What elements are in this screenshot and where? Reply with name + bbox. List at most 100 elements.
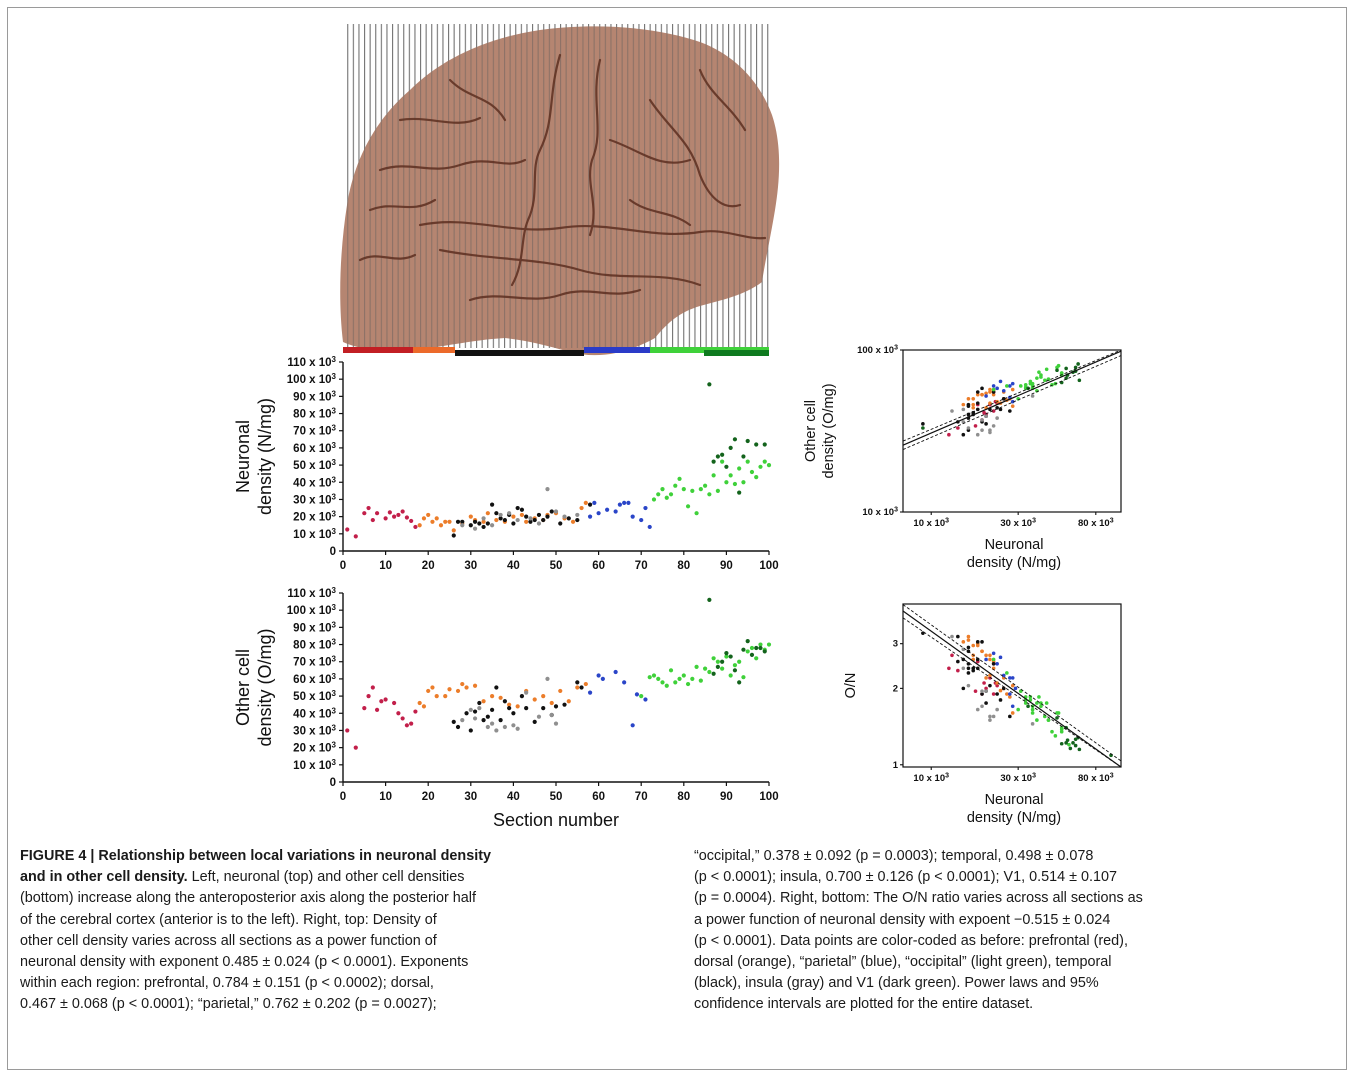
figure-graphics: 0 10 x 103 20 x 103 30 x 103 40 x 103 50 x 10… — [233, 24, 1122, 830]
data-point-dorsal — [988, 657, 992, 662]
data-point-v1 — [1055, 368, 1059, 373]
data-point-temporal — [494, 685, 499, 690]
y-tick-label: 10 x 103 — [293, 527, 336, 541]
data-point-occipital — [703, 666, 708, 671]
data-point-occipital — [732, 481, 738, 487]
data-point-occipital — [728, 673, 733, 678]
y-axis-label: density (N/mg) — [255, 398, 275, 515]
data-point-parietal — [634, 692, 640, 697]
data-point-insula — [988, 430, 992, 435]
x-tick-label: 50 — [550, 560, 563, 572]
data-point-dorsal — [1010, 387, 1015, 392]
data-point-parietal — [1008, 692, 1012, 696]
data-point-occipital — [754, 475, 759, 480]
data-point-v1 — [720, 452, 725, 457]
data-point-temporal — [975, 401, 980, 405]
data-point-temporal — [541, 517, 546, 523]
data-point-dorsal — [575, 685, 580, 690]
data-point-v1 — [707, 382, 712, 387]
data-point-occipital — [703, 483, 708, 488]
data-point-prefrontal — [982, 681, 986, 685]
data-point-occipital — [711, 656, 716, 661]
data-point-occipital — [668, 668, 674, 673]
data-point-dorsal — [961, 402, 966, 407]
data-point-occipital — [677, 676, 682, 682]
data-point-insula — [549, 712, 554, 718]
caption-text: (bottom) increase along the anteroposter… — [20, 890, 476, 907]
data-point-v1 — [1073, 743, 1078, 748]
data-point-occipital — [724, 480, 729, 485]
plot-frame — [902, 603, 1122, 768]
region-bar-dorsal — [413, 347, 455, 353]
data-point-temporal — [1008, 409, 1012, 413]
data-point-dorsal — [519, 512, 525, 518]
data-point-dorsal — [1010, 404, 1015, 408]
y-tick-label: 100 x 103 — [857, 345, 898, 357]
data-point-insula — [553, 721, 559, 726]
data-point-occipital — [656, 492, 661, 497]
data-point-dorsal — [570, 519, 576, 524]
data-point-insula — [502, 724, 507, 730]
data-point-occipital — [1050, 729, 1054, 734]
data-point-parietal — [643, 697, 648, 702]
data-point-temporal — [988, 683, 992, 688]
data-point-insula — [980, 418, 984, 422]
data-point-insula — [966, 426, 971, 430]
data-point-occipital — [664, 683, 669, 688]
data-point-temporal — [498, 718, 503, 723]
y-tick-label: 40 x 103 — [293, 475, 336, 489]
y-tick-label: 80 x 103 — [293, 638, 336, 652]
data-point-parietal — [639, 517, 644, 523]
caption-line: confidence intervals are plotted for the… — [694, 996, 1034, 1013]
x-tick-label: 90 — [720, 791, 733, 803]
data-point-insula — [950, 634, 954, 639]
data-point-occipital — [647, 675, 652, 680]
caption-text: other cell density varies across all sec… — [20, 932, 437, 949]
data-point-temporal — [494, 511, 499, 516]
data-point-insula — [490, 523, 495, 528]
x-tick-label: 80 — [677, 791, 690, 803]
caption-right-column: “occipital,” 0.378 ± 0.092 (p = 0.0003);… — [694, 846, 1324, 1016]
data-point-dorsal — [490, 693, 495, 699]
data-point-occipital — [1037, 695, 1041, 699]
x-tick-label: 0 — [340, 560, 346, 572]
caption-line: and in other cell density. Left, neurona… — [20, 867, 650, 888]
data-point-occipital — [1039, 704, 1043, 709]
data-point-occipital — [1030, 707, 1035, 712]
data-point-dorsal — [421, 704, 427, 709]
data-point-insula — [511, 723, 516, 728]
region-bar-temporal — [455, 350, 584, 356]
data-point-temporal — [980, 692, 984, 696]
data-point-parietal — [1008, 676, 1012, 680]
data-point-dorsal — [485, 511, 490, 516]
x-axis-label: Section number — [493, 810, 619, 830]
data-point-insula — [460, 523, 465, 528]
data-point-prefrontal — [362, 706, 367, 711]
data-point-dorsal — [998, 688, 1003, 693]
data-point-insula — [477, 706, 482, 711]
data-point-dorsal — [451, 528, 456, 533]
data-point-parietal — [995, 386, 999, 391]
data-point-dorsal — [430, 519, 435, 524]
data-point-dorsal — [975, 392, 980, 397]
data-point-occipital — [737, 659, 742, 664]
data-point-temporal — [971, 666, 976, 671]
data-point-temporal — [498, 516, 503, 521]
data-point-dorsal — [558, 688, 563, 694]
data-point-occipital — [1030, 711, 1035, 715]
y-tick-label: 100 x 103 — [287, 603, 337, 617]
caption-line: (p < 0.0001). Data points are color-code… — [694, 932, 1128, 949]
data-point-insula — [498, 512, 503, 518]
data-point-occipital — [1046, 377, 1051, 382]
data-point-v1 — [754, 645, 759, 651]
caption-line: (bottom) increase along the anteroposter… — [20, 888, 650, 909]
y-tick-label: 90 x 103 — [293, 389, 336, 403]
data-point-occipital — [715, 659, 720, 664]
data-point-dorsal — [507, 702, 512, 707]
y-tick-label: 70 x 103 — [293, 655, 336, 669]
data-point-parietal — [596, 673, 601, 678]
data-point-v1 — [1026, 386, 1030, 391]
data-point-occipital — [745, 459, 750, 464]
data-point-parietal — [613, 509, 618, 514]
data-point-prefrontal — [409, 518, 414, 524]
